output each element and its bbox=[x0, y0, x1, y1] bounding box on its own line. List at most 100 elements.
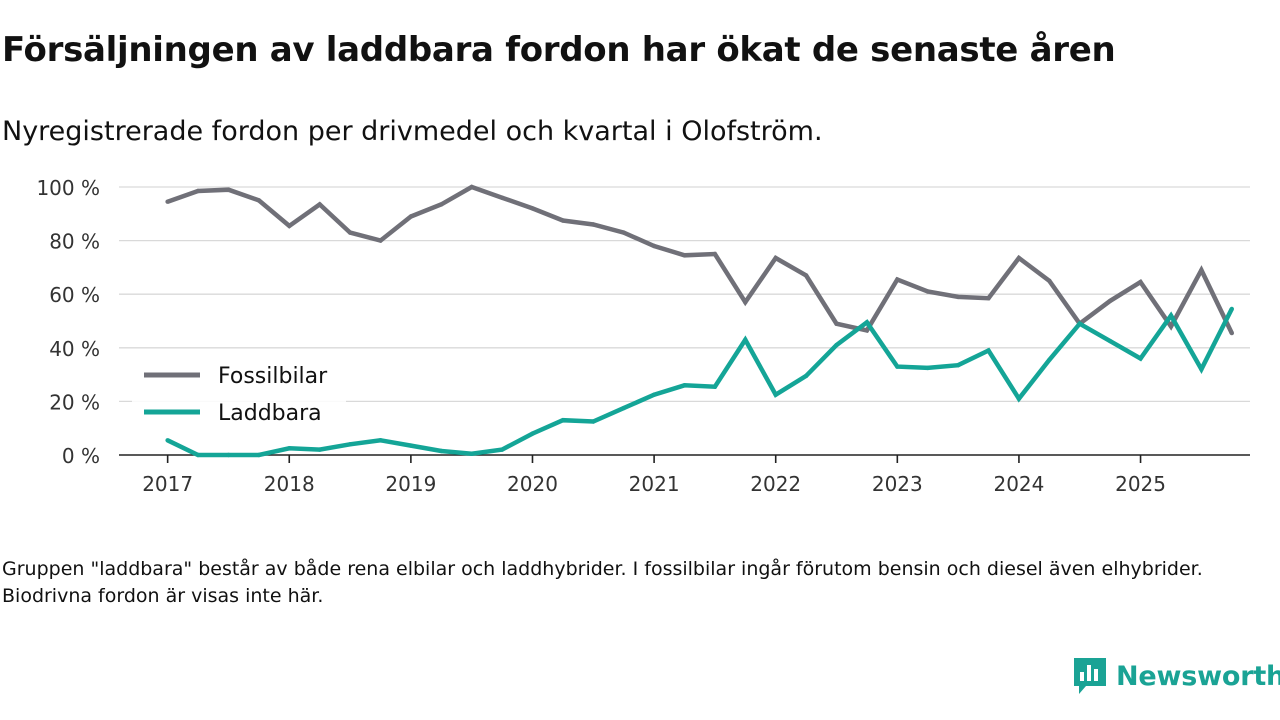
data-point-laddbara bbox=[743, 337, 748, 342]
data-point-laddbara bbox=[682, 383, 687, 388]
data-point-laddbara bbox=[195, 452, 201, 458]
data-point-laddbara bbox=[895, 364, 900, 369]
brand-logo: Newsworthy bbox=[1072, 654, 1280, 698]
data-point-laddbara bbox=[1199, 367, 1204, 372]
data-point-fossilbilar bbox=[895, 277, 900, 282]
legend: Fossilbilar Laddbara bbox=[132, 359, 346, 428]
y-tick-label: 80 % bbox=[49, 230, 100, 254]
y-axis-ticks: 0 % 20 % 40 % 60 % 80 % 100 % bbox=[36, 176, 100, 468]
data-point-laddbara bbox=[1168, 313, 1174, 318]
data-point-fossilbilar bbox=[256, 198, 262, 203]
x-tick-label: 2022 bbox=[750, 472, 801, 496]
data-point-fossilbilar bbox=[1168, 324, 1174, 329]
data-point-laddbara bbox=[1107, 338, 1113, 344]
data-point-fossilbilar bbox=[226, 187, 231, 192]
data-point-fossilbilar bbox=[712, 251, 718, 257]
chart-subtitle: Nyregistrerade fordon per drivmedel och … bbox=[2, 116, 823, 147]
data-point-laddbara bbox=[499, 447, 505, 452]
data-point-fossilbilar bbox=[499, 195, 505, 200]
x-tick-label: 2023 bbox=[872, 472, 923, 496]
x-tick-label: 2024 bbox=[993, 472, 1044, 496]
data-point-laddbara bbox=[591, 419, 596, 424]
data-point-laddbara bbox=[408, 443, 414, 448]
data-point-fossilbilar bbox=[682, 253, 687, 258]
data-point-fossilbilar bbox=[560, 218, 566, 223]
y-tick-label: 20 % bbox=[49, 390, 100, 414]
y-tick-label: 60 % bbox=[49, 283, 100, 307]
legend-label-laddbara: Laddbara bbox=[218, 401, 322, 426]
newsworthy-logo-icon bbox=[1074, 658, 1106, 694]
data-point-fossilbilar bbox=[591, 222, 596, 227]
brand-name: Newsworthy bbox=[1116, 660, 1280, 692]
data-point-laddbara bbox=[834, 342, 839, 348]
data-point-fossilbilar bbox=[955, 294, 961, 300]
data-point-fossilbilar bbox=[1107, 298, 1113, 304]
x-tick-label: 2017 bbox=[142, 472, 193, 496]
data-point-fossilbilar bbox=[1199, 267, 1204, 273]
data-point-laddbara bbox=[317, 447, 322, 452]
line-chart: 0 % 20 % 40 % 60 % 80 % 100 % 2017 2018 2019 202… bbox=[36, 176, 1250, 496]
data-point-fossilbilar bbox=[165, 199, 170, 204]
data-point-laddbara bbox=[347, 442, 353, 447]
x-tick-label: 2020 bbox=[507, 472, 558, 496]
data-point-laddbara bbox=[955, 363, 961, 368]
data-point-laddbara bbox=[165, 438, 170, 443]
data-point-fossilbilar bbox=[439, 202, 444, 207]
data-point-laddbara bbox=[986, 348, 991, 353]
x-tick-label: 2019 bbox=[385, 472, 436, 496]
data-point-laddbara bbox=[864, 320, 870, 325]
y-tick-label: 0 % bbox=[62, 444, 100, 468]
data-point-fossilbilar bbox=[834, 321, 839, 326]
data-point-fossilbilar bbox=[287, 223, 292, 229]
data-point-fossilbilar bbox=[621, 230, 626, 235]
data-point-fossilbilar bbox=[803, 273, 809, 278]
data-point-laddbara bbox=[226, 452, 231, 458]
series-lines bbox=[165, 184, 1235, 458]
data-point-fossilbilar bbox=[1138, 279, 1143, 285]
data-point-fossilbilar bbox=[925, 289, 930, 294]
data-point-laddbara bbox=[1229, 306, 1235, 312]
data-point-laddbara bbox=[712, 384, 718, 389]
data-point-fossilbilar bbox=[1016, 255, 1022, 261]
y-tick-label: 100 % bbox=[36, 176, 100, 200]
data-point-laddbara bbox=[560, 418, 566, 423]
data-point-fossilbilar bbox=[469, 184, 474, 190]
data-point-laddbara bbox=[1047, 357, 1052, 363]
data-point-fossilbilar bbox=[1229, 330, 1235, 336]
data-point-fossilbilar bbox=[743, 300, 748, 305]
data-point-laddbara bbox=[1016, 396, 1022, 401]
x-tick-label: 2025 bbox=[1115, 472, 1166, 496]
x-tick-label: 2021 bbox=[629, 472, 680, 496]
data-point-fossilbilar bbox=[864, 328, 870, 333]
data-point-laddbara bbox=[1077, 321, 1082, 326]
data-point-fossilbilar bbox=[986, 296, 991, 301]
data-point-fossilbilar bbox=[378, 238, 383, 243]
data-point-laddbara bbox=[469, 451, 474, 456]
y-tick-label: 40 % bbox=[49, 337, 100, 361]
data-point-fossilbilar bbox=[317, 202, 322, 207]
data-point-fossilbilar bbox=[1047, 278, 1052, 283]
x-tick-label: 2018 bbox=[264, 472, 315, 496]
data-point-laddbara bbox=[378, 438, 383, 443]
data-point-laddbara bbox=[803, 373, 809, 379]
data-point-fossilbilar bbox=[195, 188, 201, 194]
series-line-fossilbilar bbox=[166, 184, 1234, 335]
x-axis-ticks: 2017 2018 2019 2020 2021 2022 2023 2024 2025 bbox=[142, 455, 1166, 496]
footnote: Gruppen "laddbara" består av både rena e… bbox=[2, 558, 1203, 607]
data-point-fossilbilar bbox=[773, 255, 778, 261]
series-line-laddbara bbox=[166, 307, 1234, 458]
data-point-laddbara bbox=[651, 392, 657, 397]
chart-title: Försäljningen av laddbara fordon har öka… bbox=[2, 30, 1116, 70]
data-point-laddbara bbox=[773, 392, 778, 397]
data-point-laddbara bbox=[1138, 356, 1143, 361]
data-point-laddbara bbox=[925, 365, 930, 371]
legend-label-fossilbilar: Fossilbilar bbox=[218, 364, 328, 389]
data-point-laddbara bbox=[621, 405, 626, 411]
data-point-fossilbilar bbox=[347, 230, 353, 235]
data-point-laddbara bbox=[256, 452, 262, 458]
data-point-laddbara bbox=[439, 448, 444, 454]
data-point-fossilbilar bbox=[651, 243, 657, 249]
data-point-laddbara bbox=[287, 446, 292, 451]
data-point-laddbara bbox=[530, 431, 535, 436]
data-point-fossilbilar bbox=[408, 214, 414, 219]
